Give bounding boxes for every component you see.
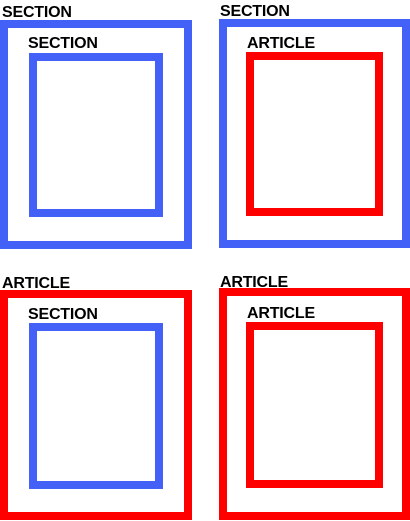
outer-section-box — [219, 19, 410, 248]
outer-section-box — [0, 20, 192, 249]
inner-box-label: SECTION — [28, 306, 98, 323]
outer-box-label: SECTION — [220, 3, 290, 20]
inner-box-label: ARTICLE — [247, 305, 315, 322]
inner-article-box — [246, 322, 383, 488]
inner-box-label: ARTICLE — [247, 35, 315, 52]
inner-section-box — [29, 53, 163, 217]
outer-article-box — [0, 290, 192, 520]
inner-section-box — [29, 323, 163, 489]
outer-box-label: ARTICLE — [220, 274, 288, 291]
inner-article-box — [246, 52, 383, 216]
outer-article-box — [219, 288, 410, 520]
inner-box-label: SECTION — [28, 35, 98, 52]
outer-box-label: ARTICLE — [2, 275, 70, 292]
outer-box-label: SECTION — [2, 4, 72, 21]
